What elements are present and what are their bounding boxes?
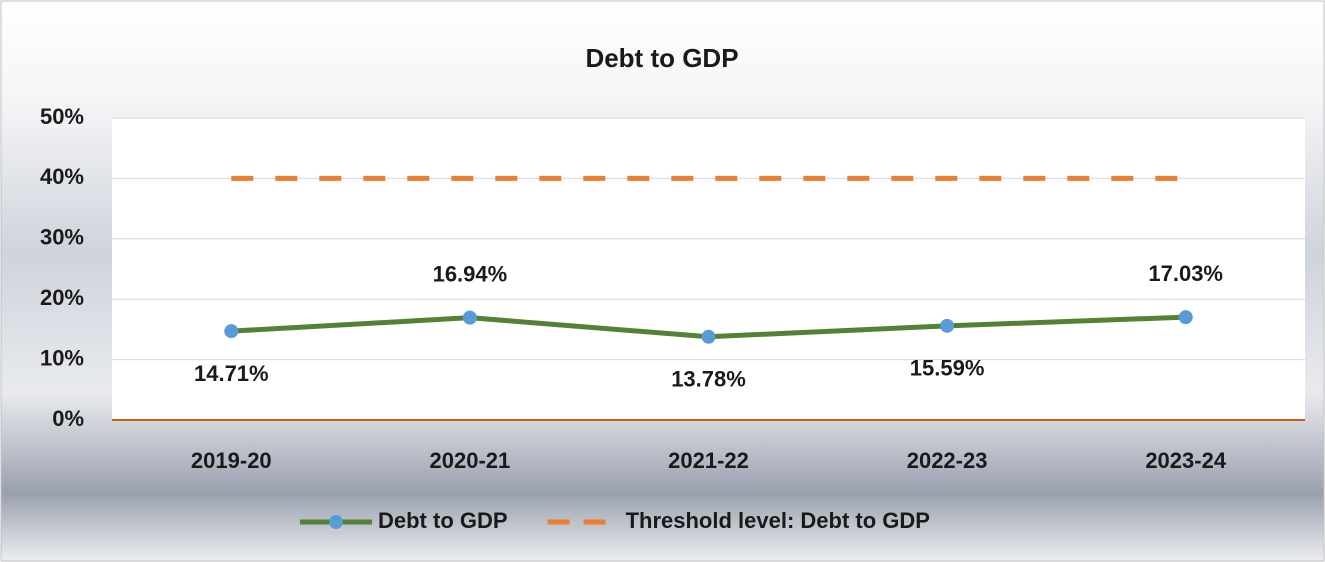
x-tick-label: 2020-21: [430, 448, 511, 473]
data-label: 14.71%: [194, 361, 269, 386]
x-tick-label: 2021-22: [668, 448, 749, 473]
x-tick-label: 2022-23: [907, 448, 988, 473]
data-label: 15.59%: [910, 356, 985, 381]
y-tick-label: 30%: [40, 225, 84, 250]
x-tick-label: 2019-20: [191, 448, 272, 473]
plot-area: [112, 118, 1305, 420]
y-tick-label: 0%: [52, 406, 84, 431]
marker: [224, 324, 239, 339]
data-label: 16.94%: [433, 261, 508, 286]
y-tick-label: 20%: [40, 285, 84, 310]
marker: [940, 318, 955, 333]
data-label: 13.78%: [671, 367, 746, 392]
y-tick-label: 40%: [40, 164, 84, 189]
legend-label: Threshold level: Debt to GDP: [626, 508, 930, 533]
chart-title: Debt to GDP: [585, 43, 738, 73]
x-tick-label: 2023-24: [1145, 448, 1227, 473]
marker: [701, 329, 716, 344]
legend-label: Debt to GDP: [378, 508, 508, 533]
y-tick-label: 10%: [40, 345, 84, 370]
marker: [462, 310, 477, 325]
y-tick-label: 50%: [40, 104, 84, 129]
marker: [1178, 310, 1193, 325]
legend-marker: [329, 515, 343, 529]
data-label: 17.03%: [1148, 261, 1223, 286]
